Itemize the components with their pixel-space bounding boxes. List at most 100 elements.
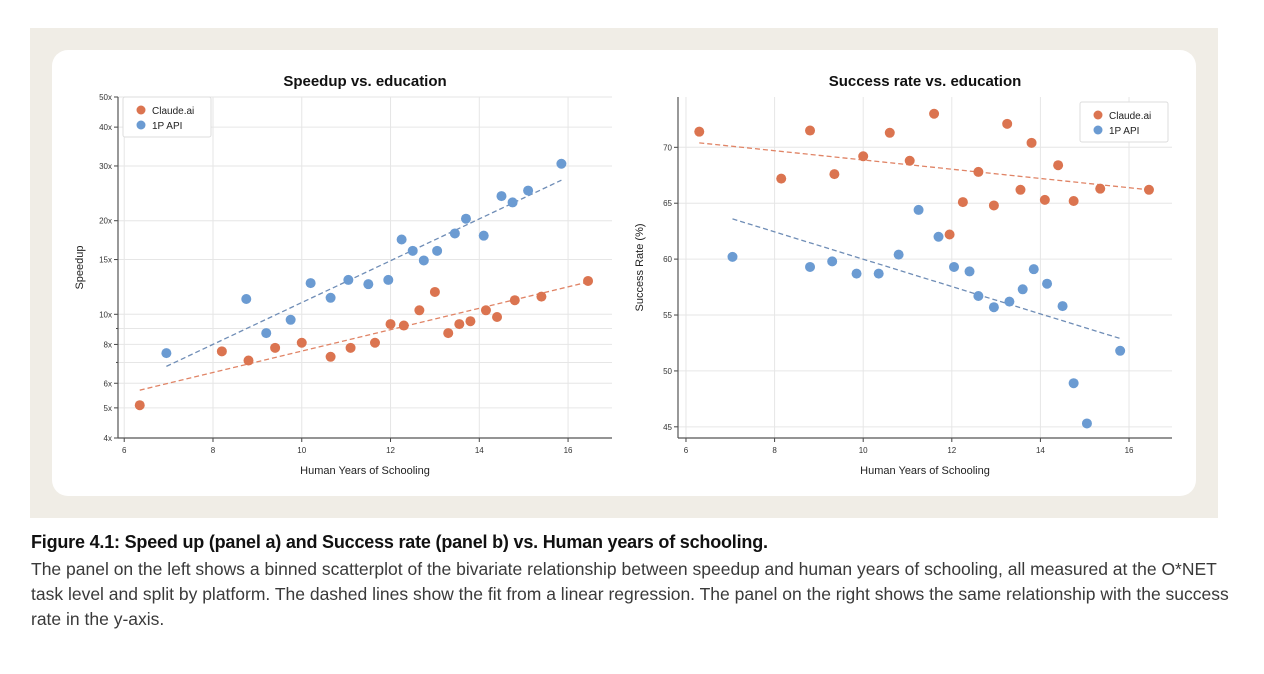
data-point-claude-ai	[858, 151, 869, 162]
regression-fit-line	[166, 179, 562, 367]
regression-fit-line	[139, 281, 589, 391]
data-point-1p-api	[1042, 278, 1053, 289]
y-tick-label: 55	[663, 311, 672, 320]
data-point-claude-ai	[536, 291, 547, 302]
x-tick-label: 16	[564, 446, 573, 455]
legend-label: 1P API	[1109, 126, 1139, 137]
regression-fit-line	[732, 218, 1121, 340]
data-point-claude-ai	[1068, 195, 1079, 206]
x-axis-label: Human Years of Schooling	[860, 465, 990, 477]
data-point-claude-ai	[1053, 160, 1064, 171]
legend-marker	[136, 105, 146, 115]
data-point-claude-ai	[216, 346, 227, 357]
data-point-claude-ai	[805, 125, 816, 136]
data-point-claude-ai	[465, 316, 476, 327]
data-point-claude-ai	[369, 337, 380, 348]
y-tick-label: 8x	[104, 340, 112, 349]
data-point-claude-ai	[443, 328, 454, 339]
x-tick-label: 8	[211, 446, 216, 455]
legend-label: 1P API	[152, 121, 182, 132]
data-point-1p-api	[383, 274, 394, 285]
data-point-1p-api	[363, 279, 374, 290]
y-tick-label: 40x	[99, 123, 112, 132]
data-point-1p-api	[893, 249, 904, 260]
data-point-1p-api	[949, 261, 960, 272]
data-point-claude-ai	[829, 169, 840, 180]
x-tick-label: 8	[772, 446, 777, 455]
data-point-1p-api	[261, 328, 272, 339]
data-point-1p-api	[1004, 296, 1015, 307]
regression-fit-line	[699, 142, 1150, 191]
data-point-claude-ai	[973, 166, 984, 177]
data-point-claude-ai	[694, 126, 705, 137]
legend-marker	[1093, 110, 1103, 120]
data-point-1p-api	[325, 292, 336, 303]
x-tick-label: 16	[1125, 446, 1134, 455]
data-point-1p-api	[478, 230, 489, 241]
chart-title: Success rate vs. education	[829, 73, 1022, 90]
data-point-1p-api	[396, 234, 407, 245]
y-tick-label: 60	[663, 255, 672, 264]
data-point-1p-api	[1028, 264, 1039, 275]
data-point-1p-api	[523, 185, 534, 196]
data-point-claude-ai	[904, 155, 915, 166]
data-point-1p-api	[1017, 284, 1028, 295]
data-point-claude-ai	[884, 127, 895, 138]
data-point-claude-ai	[492, 312, 503, 323]
x-tick-label: 10	[859, 446, 868, 455]
data-point-claude-ai	[1015, 184, 1026, 195]
x-axis-label: Human Years of Schooling	[300, 465, 430, 477]
data-point-claude-ai	[944, 229, 955, 240]
data-point-claude-ai	[1039, 194, 1050, 205]
data-point-1p-api	[418, 255, 429, 266]
chart-panel-2: 6 8 10 12 14 16 45 50 55 60 65 70 Success rate vs. e…	[634, 73, 1172, 477]
data-point-claude-ai	[480, 305, 491, 316]
data-point-claude-ai	[509, 295, 520, 306]
x-tick-label: 12	[947, 446, 956, 455]
data-point-claude-ai	[454, 319, 465, 330]
legend-marker	[136, 120, 146, 130]
y-tick-label: 30x	[99, 162, 112, 171]
data-point-1p-api	[933, 231, 944, 242]
data-point-claude-ai	[1002, 118, 1013, 129]
data-point-claude-ai	[429, 286, 440, 297]
chart-title: Speedup vs. education	[283, 73, 446, 90]
data-point-1p-api	[507, 197, 518, 208]
data-point-claude-ai	[1095, 183, 1106, 194]
y-tick-label: 50x	[99, 93, 112, 102]
data-point-1p-api	[805, 261, 816, 272]
data-point-1p-api	[496, 191, 507, 202]
data-point-1p-api	[1057, 301, 1068, 312]
y-tick-label: 15x	[99, 256, 112, 265]
data-point-1p-api	[827, 256, 838, 267]
data-point-claude-ai	[270, 342, 281, 353]
data-point-1p-api	[161, 348, 172, 359]
data-point-claude-ai	[325, 351, 336, 362]
data-point-claude-ai	[957, 197, 968, 208]
y-axis-label: Success Rate (%)	[634, 223, 646, 311]
legend-label: Claude.ai	[152, 106, 194, 117]
data-point-1p-api	[973, 291, 984, 302]
data-point-1p-api	[343, 274, 354, 285]
x-tick-label: 14	[475, 446, 484, 455]
data-point-1p-api	[988, 302, 999, 313]
data-point-1p-api	[460, 213, 471, 224]
data-point-1p-api	[432, 245, 443, 256]
data-point-1p-api	[449, 228, 460, 239]
x-tick-label: 14	[1036, 446, 1045, 455]
data-point-1p-api	[1068, 378, 1079, 389]
data-point-1p-api	[1081, 418, 1092, 429]
data-point-claude-ai	[345, 342, 356, 353]
y-tick-label: 50	[663, 367, 672, 376]
y-tick-label: 4x	[104, 434, 112, 443]
data-point-claude-ai	[776, 173, 787, 184]
y-tick-label: 5x	[104, 404, 112, 413]
x-tick-label: 6	[684, 446, 689, 455]
data-point-claude-ai	[929, 108, 940, 119]
data-point-claude-ai	[988, 200, 999, 211]
y-tick-label: 70	[663, 143, 672, 152]
data-point-claude-ai	[243, 355, 254, 366]
data-point-1p-api	[285, 314, 296, 325]
chart-legend: Claude.ai 1P API	[1079, 101, 1169, 143]
